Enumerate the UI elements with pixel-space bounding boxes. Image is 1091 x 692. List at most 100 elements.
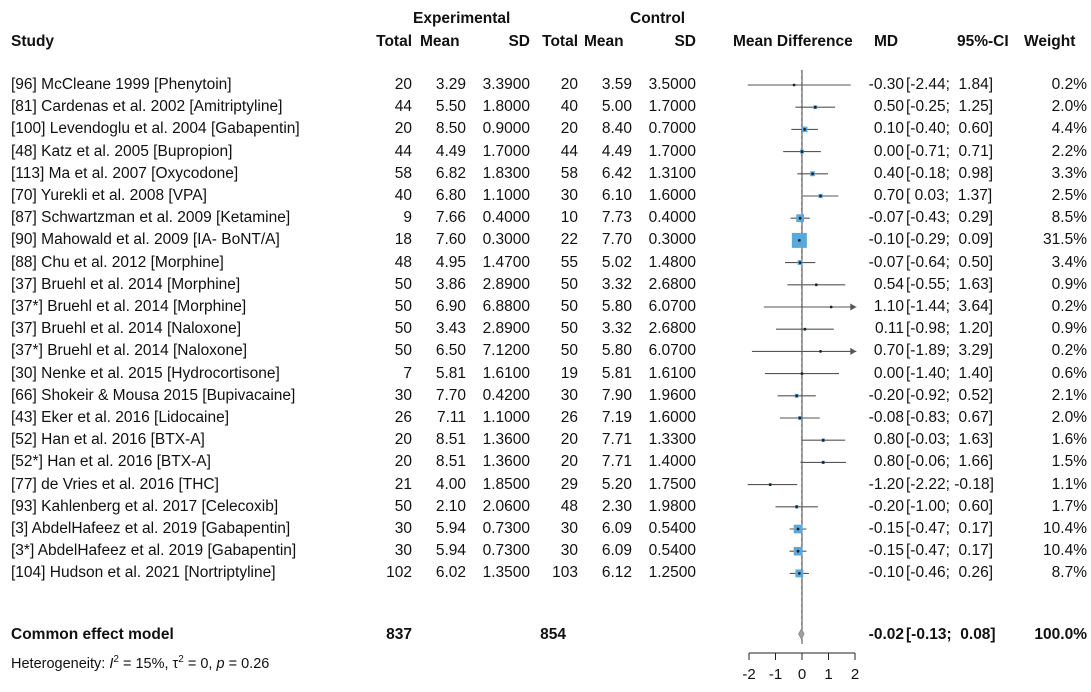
control-sd: 0.7000 bbox=[648, 120, 696, 138]
experimental-total: 9 bbox=[403, 209, 412, 227]
header-md: MD bbox=[874, 33, 899, 50]
control-total: 44 bbox=[560, 142, 578, 160]
experimental-total: 40 bbox=[394, 187, 412, 204]
control-sd: 0.5400 bbox=[648, 542, 696, 560]
weight-value: 31.5% bbox=[1043, 231, 1087, 249]
weight-value: 0.9% bbox=[1051, 320, 1087, 338]
study-name: [100] Levendoglu et al. 2004 [Gabapentin… bbox=[11, 120, 300, 138]
control-mean: 5.80 bbox=[601, 298, 632, 315]
study-name: [70] Yurekli et al. 2008 [VPA] bbox=[11, 187, 207, 204]
experimental-sd: 7.1200 bbox=[482, 342, 530, 360]
summary-experimental-total: 837 bbox=[386, 626, 412, 643]
control-total: 58 bbox=[560, 164, 578, 182]
ci-value: [-0.29; 0.09] bbox=[906, 231, 994, 249]
control-mean: 7.71 bbox=[601, 431, 632, 449]
experimental-mean: 7.66 bbox=[435, 209, 466, 227]
point-estimate bbox=[768, 483, 772, 486]
header-group-experimental: Experimental bbox=[413, 10, 511, 27]
point-estimate bbox=[798, 216, 802, 220]
control-mean: 6.42 bbox=[601, 164, 632, 182]
experimental-sd: 6.8800 bbox=[482, 298, 530, 315]
md-value: 0.80 bbox=[873, 431, 904, 449]
md-value: -0.15 bbox=[868, 542, 904, 560]
point-estimate bbox=[803, 127, 807, 131]
study-name: [88] Chu et al. 2012 [Morphine] bbox=[11, 253, 224, 271]
control-mean: 7.19 bbox=[601, 409, 632, 426]
study-name: [93] Kahlenberg et al. 2017 [Celecoxib] bbox=[11, 497, 279, 515]
experimental-sd: 2.8900 bbox=[482, 320, 530, 338]
control-sd: 0.3000 bbox=[648, 231, 696, 249]
point-estimate bbox=[796, 549, 800, 553]
control-sd: 3.5000 bbox=[648, 76, 696, 93]
experimental-sd: 0.4200 bbox=[482, 386, 530, 404]
experimental-mean: 2.10 bbox=[435, 497, 466, 515]
experimental-total: 30 bbox=[394, 542, 412, 560]
experimental-sd: 1.8000 bbox=[482, 98, 530, 116]
summary-ci: [-0.13; 0.08] bbox=[906, 626, 996, 643]
point-estimate bbox=[798, 261, 802, 264]
md-value: -0.07 bbox=[868, 209, 904, 227]
experimental-mean: 8.51 bbox=[435, 453, 466, 471]
control-mean: 7.71 bbox=[601, 453, 632, 471]
md-value: 0.70 bbox=[873, 187, 904, 204]
experimental-total: 50 bbox=[394, 275, 412, 293]
study-name: [52] Han et al. 2016 [BTX-A] bbox=[11, 431, 205, 449]
ci-value: [-0.71; 0.71] bbox=[906, 142, 994, 160]
heterogeneity-i2-symbol: I bbox=[109, 655, 114, 672]
experimental-total: 44 bbox=[394, 98, 412, 116]
control-mean: 4.49 bbox=[601, 142, 632, 160]
experimental-sd: 0.3000 bbox=[482, 231, 530, 249]
md-value: 1.10 bbox=[873, 298, 904, 315]
control-mean: 2.30 bbox=[601, 497, 632, 515]
heterogeneity-p-value: = 0.26 bbox=[224, 655, 270, 672]
control-mean: 5.02 bbox=[601, 253, 632, 271]
experimental-total: 21 bbox=[394, 475, 412, 493]
point-estimate bbox=[829, 305, 833, 309]
experimental-mean: 8.51 bbox=[435, 431, 466, 449]
control-sd: 2.6800 bbox=[648, 320, 696, 338]
control-sd: 1.9800 bbox=[648, 497, 696, 515]
heterogeneity-tau2-value: = 0, bbox=[183, 655, 217, 672]
ci-value: [-0.47; 0.17] bbox=[906, 542, 994, 560]
control-sd: 1.9600 bbox=[648, 386, 696, 404]
experimental-mean: 5.81 bbox=[435, 364, 466, 382]
experimental-mean: 3.29 bbox=[435, 76, 466, 93]
control-sd: 0.4000 bbox=[648, 209, 696, 227]
control-total: 26 bbox=[560, 409, 578, 426]
point-estimate bbox=[821, 461, 825, 464]
x-tick-label: 1 bbox=[824, 666, 832, 683]
control-total: 50 bbox=[560, 320, 578, 338]
experimental-sd: 3.3900 bbox=[482, 76, 530, 93]
control-sd: 1.2500 bbox=[648, 564, 696, 582]
header-experimental-sd: SD bbox=[508, 33, 530, 50]
x-tick-label: -2 bbox=[742, 666, 755, 683]
point-estimate bbox=[811, 172, 814, 176]
control-sd: 1.7000 bbox=[648, 142, 696, 160]
control-mean: 8.40 bbox=[601, 120, 632, 138]
experimental-total: 26 bbox=[394, 409, 412, 426]
ci-value: [-2.22; -0.18] bbox=[906, 475, 994, 493]
point-estimate bbox=[819, 194, 822, 198]
control-total: 55 bbox=[560, 253, 578, 271]
study-name: [3*] AbdelHafeez et al. 2019 [Gabapentin… bbox=[11, 542, 297, 560]
study-name: [96] McCleane 1999 [Phenytoin] bbox=[11, 76, 232, 93]
ci-value: [-0.83; 0.67] bbox=[906, 409, 994, 426]
x-tick-label: -1 bbox=[769, 666, 782, 683]
weight-value: 0.2% bbox=[1051, 298, 1087, 315]
ci-value: [-0.25; 1.25] bbox=[906, 98, 994, 116]
md-value: -0.20 bbox=[868, 497, 904, 515]
experimental-sd: 1.3600 bbox=[482, 431, 530, 449]
md-value: 0.11 bbox=[874, 320, 904, 338]
control-mean: 5.81 bbox=[601, 364, 632, 382]
experimental-sd: 2.8900 bbox=[482, 275, 530, 293]
study-name: [37*] Bruehl et al. 2014 [Morphine] bbox=[11, 298, 247, 315]
ci-value: [-1.89; 3.29] bbox=[906, 342, 994, 360]
study-name: [3] AbdelHafeez et al. 2019 [Gabapentin] bbox=[11, 520, 291, 537]
weight-value: 8.7% bbox=[1051, 564, 1087, 582]
experimental-sd: 2.0600 bbox=[482, 497, 530, 515]
control-sd: 1.6100 bbox=[648, 364, 696, 382]
experimental-mean: 4.95 bbox=[435, 253, 466, 271]
study-name: [37] Bruehl et al. 2014 [Morphine] bbox=[11, 275, 241, 293]
experimental-sd: 1.3500 bbox=[482, 564, 530, 582]
